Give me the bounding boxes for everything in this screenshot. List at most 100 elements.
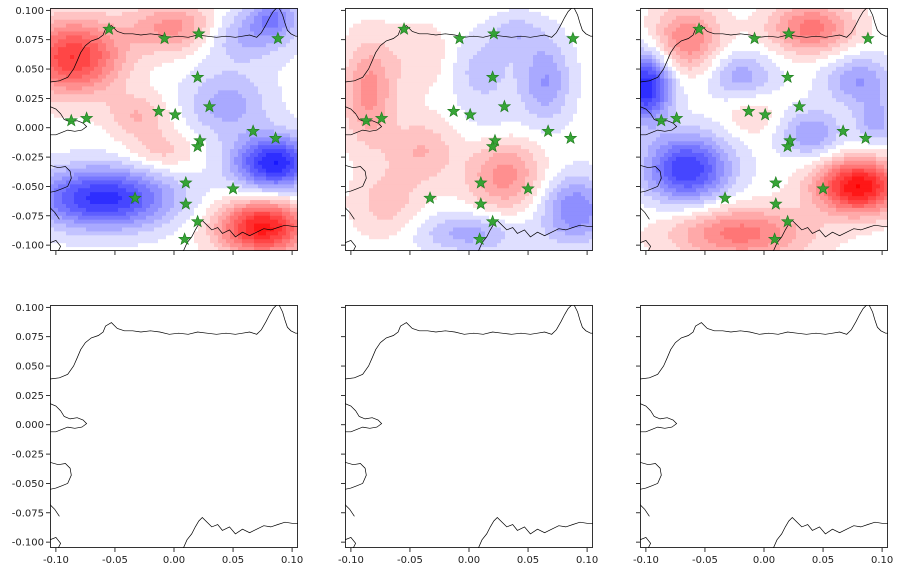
contour-cell bbox=[286, 125, 291, 131]
contour-cell bbox=[62, 125, 67, 131]
contour-cell bbox=[381, 207, 386, 213]
contour-cell bbox=[270, 149, 275, 154]
contour-cell bbox=[353, 102, 358, 107]
contour-cell bbox=[282, 125, 287, 131]
contour-cell bbox=[290, 145, 295, 150]
contour-cell bbox=[270, 55, 275, 60]
contour-cell bbox=[369, 43, 374, 48]
contour-cell bbox=[146, 137, 151, 142]
contour-cell bbox=[90, 203, 95, 209]
contour-cell bbox=[377, 184, 382, 189]
contour-cell bbox=[258, 125, 263, 131]
contour-cell bbox=[158, 27, 163, 33]
contour-cell bbox=[389, 160, 394, 166]
contour-cell bbox=[218, 231, 223, 236]
contour-cell bbox=[262, 207, 267, 213]
contour-cell bbox=[162, 51, 167, 56]
contour-cell bbox=[349, 23, 354, 29]
contour-cell bbox=[282, 149, 287, 154]
contour-cell bbox=[198, 192, 203, 197]
contour-cell bbox=[266, 90, 271, 95]
contour-cell bbox=[226, 35, 231, 40]
contour-cell bbox=[282, 82, 287, 87]
contour-cell bbox=[174, 239, 179, 244]
contour-cell bbox=[178, 113, 183, 119]
contour-cell bbox=[94, 145, 99, 150]
contour-cell bbox=[202, 94, 207, 99]
contour-cell bbox=[166, 215, 171, 221]
contour-cell bbox=[266, 168, 271, 174]
contour-cell bbox=[78, 160, 83, 166]
contour-cell bbox=[62, 203, 67, 209]
contour-cell bbox=[210, 200, 215, 205]
contour-cell bbox=[90, 172, 95, 178]
contour-cell bbox=[389, 62, 394, 68]
contour-cell bbox=[86, 90, 91, 95]
contour-cell bbox=[154, 47, 159, 52]
contour-cell bbox=[365, 55, 370, 60]
contour-cell bbox=[114, 160, 119, 166]
contour-cell bbox=[353, 207, 358, 213]
contour-cell bbox=[345, 98, 350, 103]
contour-cell bbox=[210, 98, 215, 103]
contour-cell bbox=[202, 145, 207, 150]
contour-cell bbox=[214, 70, 219, 76]
contour-cell bbox=[286, 243, 291, 248]
contour-cell bbox=[294, 235, 298, 240]
contour-cell bbox=[373, 160, 378, 166]
contour-cell bbox=[353, 19, 358, 25]
contour-cell bbox=[202, 133, 207, 138]
contour-cell bbox=[397, 27, 402, 33]
contour-cell bbox=[174, 207, 179, 213]
contour-cell bbox=[270, 35, 275, 40]
contour-cell bbox=[138, 196, 143, 201]
contour-cell bbox=[50, 235, 55, 240]
contour-cell bbox=[142, 192, 147, 197]
contour-cell bbox=[130, 164, 135, 170]
contour-cell bbox=[373, 78, 378, 84]
contour-cell bbox=[154, 192, 159, 197]
contour-cell bbox=[385, 231, 390, 236]
contour-cell bbox=[401, 129, 406, 135]
contour-cell bbox=[126, 19, 131, 25]
contour-cell bbox=[146, 102, 151, 107]
contour-cell bbox=[182, 149, 187, 154]
contour-cell bbox=[102, 243, 107, 248]
contour-cell bbox=[158, 31, 163, 37]
contour-cell bbox=[94, 211, 99, 217]
contour-cell bbox=[166, 219, 171, 225]
contour-cell bbox=[345, 215, 350, 221]
contour-cell bbox=[377, 188, 382, 193]
contour-cell bbox=[146, 156, 151, 162]
contour-cell bbox=[278, 164, 283, 170]
contour-cell bbox=[82, 164, 87, 170]
contour-cell bbox=[98, 86, 103, 91]
contour-cell bbox=[198, 180, 203, 185]
contour-cell bbox=[202, 215, 207, 221]
contour-cell bbox=[345, 235, 350, 240]
contour-cell bbox=[246, 47, 251, 52]
contour-cell bbox=[290, 121, 295, 127]
contour-cell bbox=[397, 31, 402, 37]
contour-cell bbox=[170, 90, 175, 95]
contour-cell bbox=[230, 27, 235, 33]
contour-cell bbox=[401, 200, 406, 205]
contour-cell bbox=[266, 55, 271, 60]
contour-cell bbox=[266, 94, 271, 99]
contour-cell bbox=[122, 137, 127, 142]
contour-cell bbox=[206, 47, 211, 52]
contour-cell bbox=[409, 172, 414, 178]
contour-cell bbox=[142, 243, 147, 248]
contour-cell bbox=[174, 133, 179, 138]
contour-cell bbox=[246, 15, 251, 21]
contour-cell bbox=[397, 247, 402, 251]
contour-cell bbox=[70, 55, 75, 60]
contour-cell bbox=[198, 109, 203, 115]
contour-cell bbox=[138, 137, 143, 142]
contour-cell bbox=[246, 184, 251, 189]
contour-cell bbox=[114, 141, 119, 146]
contour-cell bbox=[70, 105, 75, 111]
contour-cell bbox=[114, 188, 119, 193]
contour-cell bbox=[58, 70, 63, 76]
contour-cell bbox=[86, 15, 91, 21]
